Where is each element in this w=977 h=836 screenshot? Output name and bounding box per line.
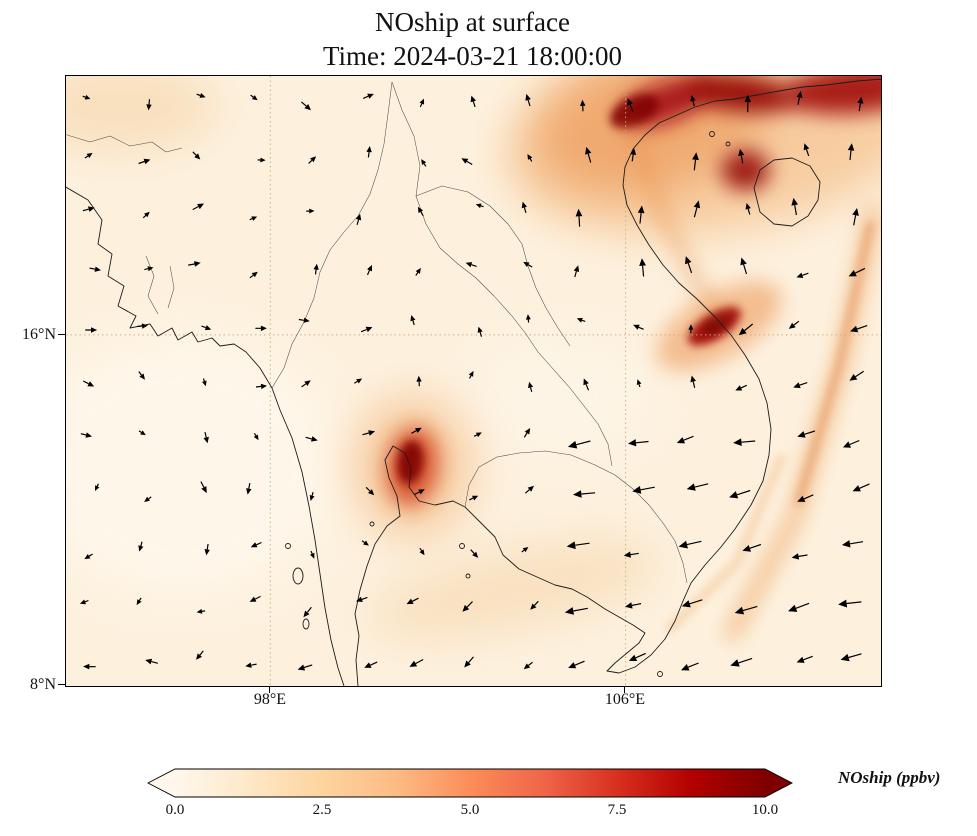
- border-thailand-laos: [391, 81, 613, 467]
- ytick-label-8n: 8°N: [30, 676, 56, 693]
- coastline-west: [66, 186, 345, 686]
- concentration-field: [66, 76, 881, 640]
- xtick-label-98e: 98°E: [253, 691, 287, 708]
- gulf-island: [369, 521, 375, 527]
- coastlines: [66, 78, 881, 686]
- river-1: [145, 255, 159, 315]
- condao-island: [657, 671, 663, 677]
- colorbar-ticks: 0.0 2.5 5.0 7.5 10.0: [140, 802, 810, 822]
- river-2: [167, 265, 175, 309]
- small-island-1: [302, 618, 310, 630]
- border-myanmar-thailand: [271, 81, 393, 389]
- colorbar: [140, 768, 810, 800]
- tonkin-island-2: [725, 141, 731, 147]
- map-plot: [65, 75, 882, 687]
- xtick-mark-98e: [269, 686, 270, 693]
- border-top-left: [66, 134, 183, 153]
- wind-quiver: [79, 90, 870, 671]
- colorbar-bar: [147, 768, 793, 798]
- ytick-mark-8n: [58, 684, 65, 685]
- border-cambodia: [464, 450, 688, 584]
- phuket-island: [292, 567, 304, 585]
- xtick-mark-106e: [624, 686, 625, 693]
- figure-title: NOship at surface: [375, 7, 570, 37]
- border-laos-vietnam: [415, 185, 571, 347]
- figure-subtitle: Time: 2024-03-21 18:00:00: [322, 41, 623, 71]
- xtick-label-106e: 106°E: [604, 691, 646, 708]
- small-island-4: [465, 573, 471, 579]
- ship-lane-streaks: [628, 127, 881, 642]
- graticule-gridlines: [66, 76, 881, 686]
- colorbar-label: NOship (ppbv): [838, 768, 941, 787]
- country-borders: [66, 81, 688, 584]
- colorbar-tick-2: 5.0: [460, 802, 480, 818]
- colorbar-tick-0: 0.0: [165, 802, 185, 818]
- ytick-label-16n: 16°N: [22, 326, 56, 343]
- coastline-east: [354, 78, 881, 686]
- small-island-2: [285, 543, 291, 549]
- small-island-3: [459, 543, 465, 549]
- colorbar-svg: [147, 768, 793, 798]
- tonkin-island-1: [709, 131, 715, 137]
- map-svg: [66, 76, 881, 686]
- hainan-island: [753, 157, 821, 227]
- ytick-mark-16n: [58, 334, 65, 335]
- colorbar-tick-3: 7.5: [607, 802, 627, 818]
- colorbar-tick-1: 2.5: [312, 802, 332, 818]
- colorbar-tick-4: 10.0: [751, 802, 779, 818]
